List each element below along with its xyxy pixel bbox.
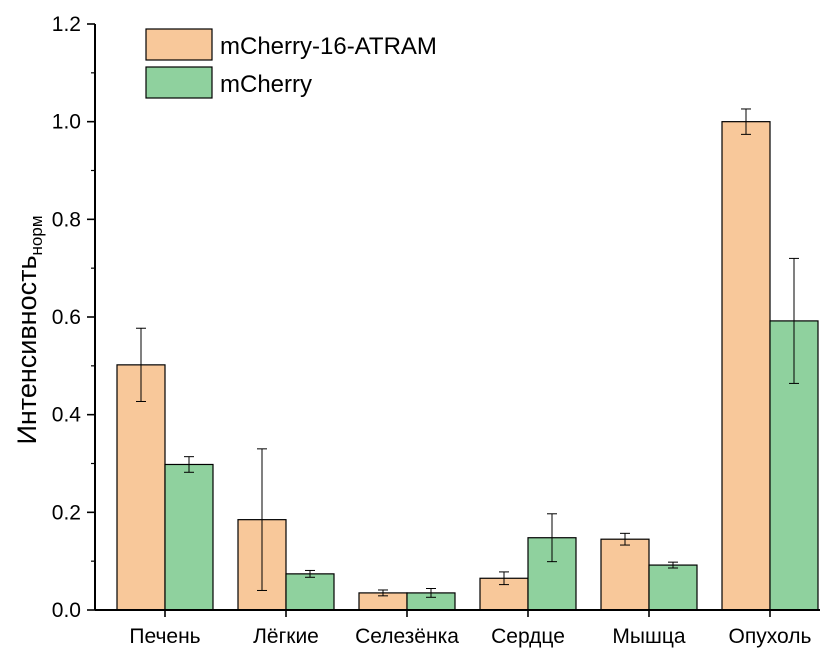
y-tick-label-4: 0.8 [52,208,81,231]
y-tick-label-2: 0.4 [52,404,82,427]
bar-atram-0 [116,364,166,611]
y-tick-label-6: 1.2 [52,13,81,36]
y-axis-label-subscript: норм [27,215,46,255]
error-bars-layer [136,108,799,598]
bar-mcherry-4 [648,564,698,611]
legend-label-0: mCherry-16-ATRAM [220,33,437,60]
x-tick-label-4: Мышца [612,625,685,648]
y-tick-label-3: 0.6 [52,306,81,329]
x-tick-label-1: Лёгкие [253,625,319,648]
x-tick-label-2: Селезёнка [355,625,459,648]
y-tick-label-1: 0.2 [52,501,81,524]
bar-mcherry-1 [285,573,335,611]
bar-atram-4 [600,538,650,611]
y-ticks-layer: 0.0 0.2 0.4 0.6 0.8 1.0 1.2 [52,13,95,622]
legend-swatch-0 [145,28,213,61]
legend-swatch-1 [145,66,213,99]
bar-atram-5 [721,121,771,611]
x-tick-label-5: Опухоль [729,625,812,648]
legend-label-1: mCherry [220,71,312,98]
x-tick-label-0: Печень [129,625,200,648]
y-tick-label-5: 1.0 [52,111,81,134]
bars-layer [116,121,819,611]
x-tick-label-3: Сердце [491,625,565,648]
legend: mCherry-16-ATRAM mCherry [145,28,437,99]
y-tick-label-0: 0.0 [52,599,81,622]
y-axis-label-main: Интенсивность [12,255,42,444]
bar-mcherry-0 [164,463,214,611]
x-ticks-layer: Печень Лёгкие Селезёнка Сердце Мышца Опухоль [129,610,811,648]
y-axis-label: Интенсивностьнорм [12,215,46,444]
